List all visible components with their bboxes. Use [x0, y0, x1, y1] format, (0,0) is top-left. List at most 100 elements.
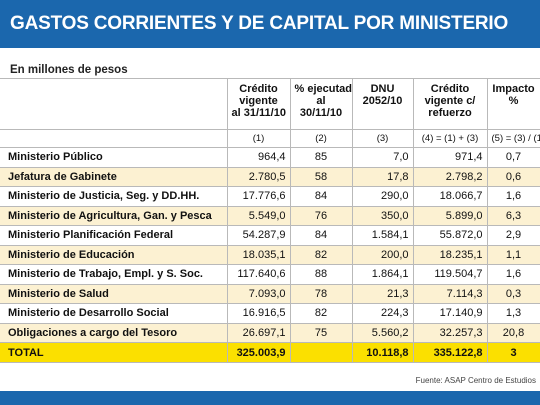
cell: 1,3	[486, 303, 540, 324]
table-row: Ministerio de Educación 18.035,1 82 200,0 18…	[0, 244, 540, 265]
cell: 76	[289, 205, 353, 226]
cell: 119.504,7	[412, 264, 488, 285]
cell: 7,0	[351, 147, 414, 168]
cell	[289, 342, 353, 363]
cell: 1,6	[486, 264, 540, 285]
title: GASTOS CORRIENTES Y DE CAPITAL POR MINIS…	[10, 13, 509, 34]
cell: 84	[289, 186, 353, 207]
cell: 2.798,2	[412, 166, 488, 187]
header-line: vigente	[239, 95, 278, 107]
header-line: % ejecutado	[294, 83, 352, 95]
source: Fuente: ASAP Centro de Estudios	[415, 376, 536, 385]
cell: 17.776,6	[226, 186, 291, 207]
cell: 54.287,9	[226, 225, 291, 246]
cell: 20,8	[486, 322, 540, 343]
table-row: Jefatura de Gabinete 2.780,5 58 17,8 2.798,2…	[0, 166, 540, 187]
cell: 26.697,1	[226, 322, 291, 343]
row-label: Ministerio de Justicia, Seg. y DD.HH.	[0, 186, 228, 207]
cell: 5.549,0	[226, 205, 291, 226]
bottom-bar	[0, 391, 540, 405]
row-label: Ministerio de Salud	[0, 283, 228, 304]
cell: 0,7	[486, 147, 540, 168]
cell: 18.066,7	[412, 186, 488, 207]
row-label: Ministerio Público	[0, 147, 228, 168]
cell: 0,6	[486, 166, 540, 187]
cell: 75	[289, 322, 353, 343]
header-cell: Impacto%	[486, 78, 540, 130]
header-line: Crédito	[239, 83, 278, 95]
formula-cell: (2)	[289, 129, 353, 148]
row-label: Ministerio de Educación	[0, 244, 228, 265]
table-body: (1) (2) (3) (4) = (1) + (3) (5) = (3) / (1) M…	[0, 129, 540, 363]
header-line: Crédito	[430, 83, 470, 95]
header-line: Impacto	[492, 83, 535, 95]
table-row: Ministerio de Desarrollo Social 16.916,5 8…	[0, 303, 540, 324]
header-cell: % ejecutadoal30/11/10	[289, 78, 353, 130]
cell: 350,0	[351, 205, 414, 226]
formula-row: (1) (2) (3) (4) = (1) + (3) (5) = (3) / (1)	[0, 129, 540, 148]
cell: 17,8	[351, 166, 414, 187]
cell: 18.035,1	[226, 244, 291, 265]
cell: 17.140,9	[412, 303, 488, 324]
formula-cell: (1)	[226, 129, 291, 148]
formula-cell: (3)	[351, 129, 414, 148]
table-row: Ministerio Planificación Federal 54.287,9…	[0, 225, 540, 246]
cell: 117.640,6	[226, 264, 291, 285]
cell: 971,4	[412, 147, 488, 168]
cell: 58	[289, 166, 353, 187]
header-line: refuerzo	[428, 107, 472, 119]
header-line: vigente c/	[424, 95, 476, 107]
table-row: Ministerio de Trabajo, Empl. y S. Soc. 11…	[0, 264, 540, 285]
cell: 335.122,8	[412, 342, 488, 363]
formula-cell: (4) = (1) + (3)	[412, 129, 488, 148]
cell: 1.584,1	[351, 225, 414, 246]
cell: 1.864,1	[351, 264, 414, 285]
cell: 18.235,1	[412, 244, 488, 265]
header-line: 2052/10	[362, 95, 403, 107]
header-line: DNU	[370, 83, 395, 95]
cell: 7.114,3	[412, 283, 488, 304]
cell: 16.916,5	[226, 303, 291, 324]
table-row: Ministerio de Agricultura, Gan. y Pesca 5…	[0, 205, 540, 226]
cell: 88	[289, 264, 353, 285]
header-cell: Crédito vigente c/refuerzo	[412, 78, 488, 130]
row-label: Ministerio de Agricultura, Gan. y Pesca	[0, 205, 228, 226]
subtitle: En millones de pesos	[10, 64, 128, 76]
header-cell: Crédito vigente al 31/11/10	[226, 78, 291, 130]
formula-cell	[0, 129, 228, 148]
cell: 2.780,5	[226, 166, 291, 187]
cell: 84	[289, 225, 353, 246]
header-line: al	[316, 95, 326, 107]
cell: 7.093,0	[226, 283, 291, 304]
cell: 82	[289, 244, 353, 265]
cell: 5.899,0	[412, 205, 488, 226]
row-label: Obligaciones a cargo del Tesoro	[0, 322, 228, 343]
cell: 290,0	[351, 186, 414, 207]
header-cell	[0, 78, 228, 130]
cell: 55.872,0	[412, 225, 488, 246]
cell: 325.003,9	[226, 342, 291, 363]
cell: 1,1	[486, 244, 540, 265]
header-cell: DNU 2052/10	[351, 78, 414, 130]
table-row: Ministerio de Salud 7.093,0 78 21,3 7.114,3 0…	[0, 283, 540, 304]
header-line: %	[508, 95, 519, 107]
cell: 964,4	[226, 147, 291, 168]
table-row: Ministerio de Justicia, Seg. y DD.HH. 17.…	[0, 186, 540, 207]
row-label: TOTAL	[0, 342, 228, 363]
table-row: Obligaciones a cargo del Tesoro 26.697,1 7…	[0, 322, 540, 343]
cell: 21,3	[351, 283, 414, 304]
cell: 6,3	[486, 205, 540, 226]
cell: 2,9	[486, 225, 540, 246]
formula-cell: (5) = (3) / (1)	[486, 129, 540, 148]
cell: 224,3	[351, 303, 414, 324]
total-row: TOTAL 325.003,9 10.118,8 335.122,8 3	[0, 342, 540, 363]
cell: 10.118,8	[351, 342, 414, 363]
cell: 3	[486, 342, 540, 363]
row-label: Ministerio Planificación Federal	[0, 225, 228, 246]
row-label: Ministerio de Desarrollo Social	[0, 303, 228, 324]
cell: 200,0	[351, 244, 414, 265]
title-bar: GASTOS CORRIENTES Y DE CAPITAL POR MINIS…	[0, 0, 540, 48]
